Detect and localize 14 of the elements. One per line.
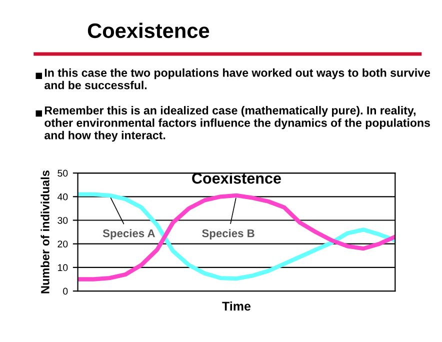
text: Species B — [202, 229, 254, 240]
y-tick-label: 50 — [58, 170, 68, 177]
y-tick-label: 0 — [63, 288, 68, 295]
y-axis-title: Number of individuals — [40, 170, 50, 294]
text: Remember this is an idealized case (mathematically pure). In reality, other environmental factors influence the dynamics of the populations and how they interact. — [44, 106, 430, 142]
y-tick-label: 30 — [58, 216, 68, 224]
y-tick-label: 20 — [58, 240, 68, 248]
text: In this case the two populations have worked out ways to both survive and be successful. — [44, 68, 430, 90]
x-axis-title: Time — [222, 301, 251, 311]
y-tick-label: 10 — [58, 264, 68, 272]
chart-subtitle: Coexistence — [192, 172, 281, 184]
series-label: Species A — [102, 229, 155, 240]
chart-title: Coexistence — [88, 22, 210, 38]
y-tick-label: 40 — [57, 193, 68, 200]
